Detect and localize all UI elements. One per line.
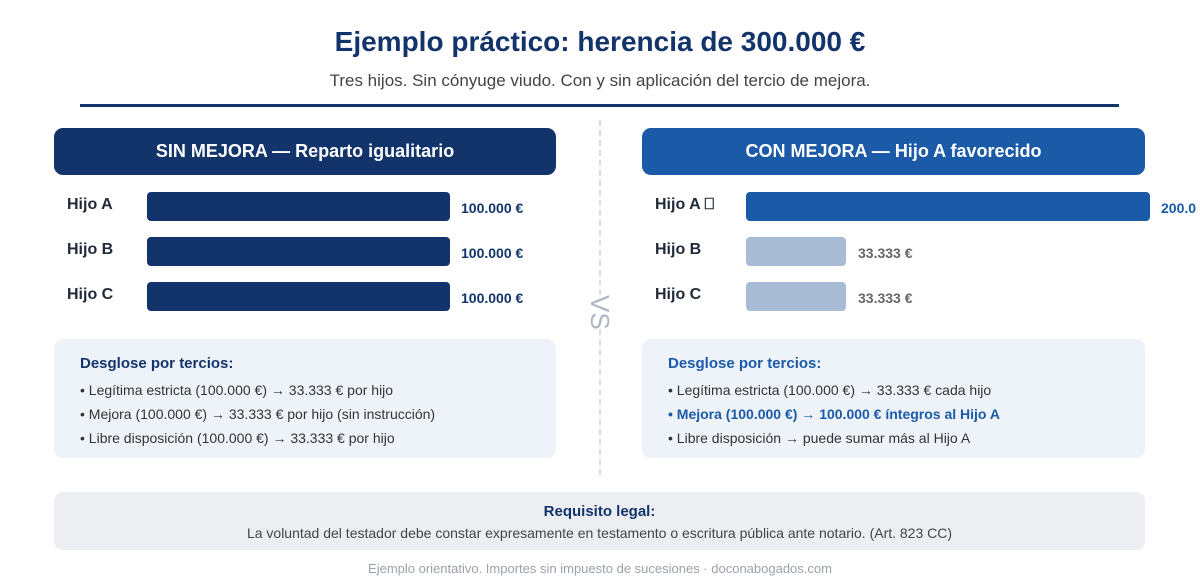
left-bar-hijo-b [147, 237, 450, 266]
right-breakdown-title: Desglose por tercios: [668, 355, 822, 372]
right-breakdown-line-highlight: • Mejora (100.000 €) → 100.000 € íntegro… [668, 406, 1000, 422]
right-bar-hijo-c [746, 282, 846, 311]
right-row-label-hijo-b: Hijo B [655, 241, 702, 258]
left-breakdown-line: • Libre disposición (100.000 €) → 33.333… [80, 430, 395, 446]
left-breakdown-box: Desglose por tercios: • Legítima estrict… [54, 339, 556, 458]
right-row-label-hijo-a: Hijo A ⎕ [655, 196, 715, 213]
left-row-label-hijo-b: Hijo B [67, 241, 114, 258]
right-breakdown-box: Desglose por tercios: • Legítima estrict… [642, 339, 1145, 458]
left-breakdown-line: • Legítima estricta (100.000 €) → 33.333… [80, 382, 394, 398]
left-row-label-hijo-a: Hijo A [67, 196, 113, 213]
left-row-label-hijo-c: Hijo C [67, 286, 114, 303]
right-breakdown-line: • Legítima estricta (100.000 €) → 33.333… [668, 382, 992, 398]
right-value-hijo-b: 33.333 € [858, 245, 913, 261]
right-bar-hijo-a [746, 192, 1150, 221]
page-title: Ejemplo práctico: herencia de 300.000 € [334, 26, 866, 57]
title-divider [80, 104, 1119, 107]
left-value-hijo-a: 100.000 € [461, 200, 524, 216]
right-row-label-hijo-c: Hijo C [655, 286, 702, 303]
left-breakdown-line: • Mejora (100.000 €) → 33.333 € por hijo… [80, 406, 436, 422]
legal-text: La voluntad del testador debe constar ex… [246, 525, 953, 541]
vs-label: VS [580, 295, 620, 330]
page-subtitle: Tres hijos. Sin cónyuge viudo. Con y sin… [329, 71, 871, 90]
left-value-hijo-b: 100.000 € [461, 245, 524, 261]
left-bar-hijo-c [147, 282, 450, 311]
left-bar-hijo-a [147, 192, 450, 221]
footer-note: Ejemplo orientativo. Importes sin impues… [368, 561, 832, 576]
right-value-hijo-a: 200.0 [1161, 200, 1197, 216]
right-bar-hijo-b [746, 237, 846, 266]
legal-requirement-box: Requisito legal: La voluntad del testado… [54, 492, 1145, 550]
left-panel-header: SIN MEJORA — Reparto igualitario [54, 128, 556, 175]
right-breakdown-line: • Libre disposición → puede sumar más al… [668, 430, 971, 446]
left-value-hijo-c: 100.000 € [461, 290, 524, 306]
right-value-hijo-c: 33.333 € [858, 290, 913, 306]
legal-title: Requisito legal: [543, 503, 656, 520]
right-panel-header: CON MEJORA — Hijo A favorecido [642, 128, 1145, 175]
left-breakdown-title: Desglose por tercios: [80, 355, 234, 372]
